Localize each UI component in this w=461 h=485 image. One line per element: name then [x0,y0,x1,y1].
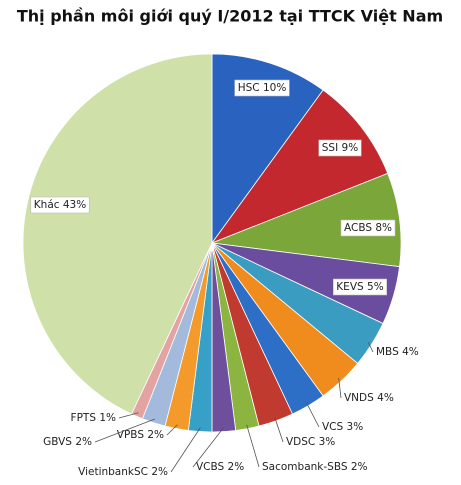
data-label: VCBS 2% [196,461,244,473]
slice [211,172,402,268]
category-name: HSC [238,82,260,94]
value-label: 3% [347,421,364,433]
value-label: 3% [319,436,336,448]
value-label: 1% [99,412,116,424]
data-label: MBS 4% [376,346,419,358]
leader-line [166,424,178,436]
pie [22,53,402,433]
value-label: 9% [342,142,359,154]
labels: HSC 10%SSI 9%ACBS 8%KEVS 5%MBS 4%VNDS 4%… [30,79,419,478]
slice [22,53,213,415]
category-name: Khác [34,199,60,211]
leader-line [94,418,155,443]
category-name: VCBS [196,461,225,473]
category-name: VNDS [344,392,374,404]
category-name: FPTS [71,412,97,424]
value-label: 4% [377,392,394,404]
leader-line [305,402,320,428]
value-label: 10% [263,82,286,94]
category-name: Sacombank-SBS [262,461,348,473]
value-label: 2% [147,429,164,441]
value-label: 2% [151,466,168,478]
data-label: VCS 3% [322,421,363,433]
value-label: 2% [351,461,368,473]
value-label: 4% [402,346,419,358]
data-label: VNDS 4% [344,392,394,404]
data-label: FPTS 1% [71,412,116,424]
leader-line [338,377,342,399]
data-label: VPBS 2% [117,429,164,441]
category-name: ACBS [344,222,372,234]
leader-line [192,427,224,468]
chart-title: Thị phần môi giới quý I/2012 tại TTCK Vi… [17,7,443,26]
data-label: VDSC 3% [286,436,335,448]
label-box [234,79,290,97]
leader-line [118,412,139,419]
label-box [340,219,396,237]
slice [211,53,324,245]
data-label: Sacombank-SBS 2% [262,461,368,473]
value-label: 2% [228,461,245,473]
data-label: VietinbankSC 2% [78,466,168,478]
label-box [318,139,362,157]
data-label: KEVS 5% [336,281,383,293]
data-label: SSI 9% [322,142,358,154]
category-name: MBS [376,346,399,358]
category-name: VDSC [286,436,315,448]
category-name: GBVS [43,436,72,448]
category-name: VPBS [117,429,145,441]
leader-line [170,427,201,473]
value-label: 5% [367,281,384,293]
data-label: GBVS 2% [43,436,92,448]
category-name: KEVS [336,281,364,293]
leader-line [274,416,284,443]
label-box [30,196,90,214]
value-label: 43% [63,199,86,211]
data-label: HSC 10% [238,82,287,94]
leader-line [367,341,374,353]
category-name: VietinbankSC [78,466,148,478]
data-label: ACBS 8% [344,222,392,234]
slice [210,89,389,244]
value-label: 2% [75,436,92,448]
category-name: VCS [322,421,344,433]
data-label: Khác 43% [34,199,86,211]
category-name: SSI [322,142,338,154]
leader-line [246,424,260,468]
value-label: 8% [375,222,392,234]
label-box [333,278,388,296]
